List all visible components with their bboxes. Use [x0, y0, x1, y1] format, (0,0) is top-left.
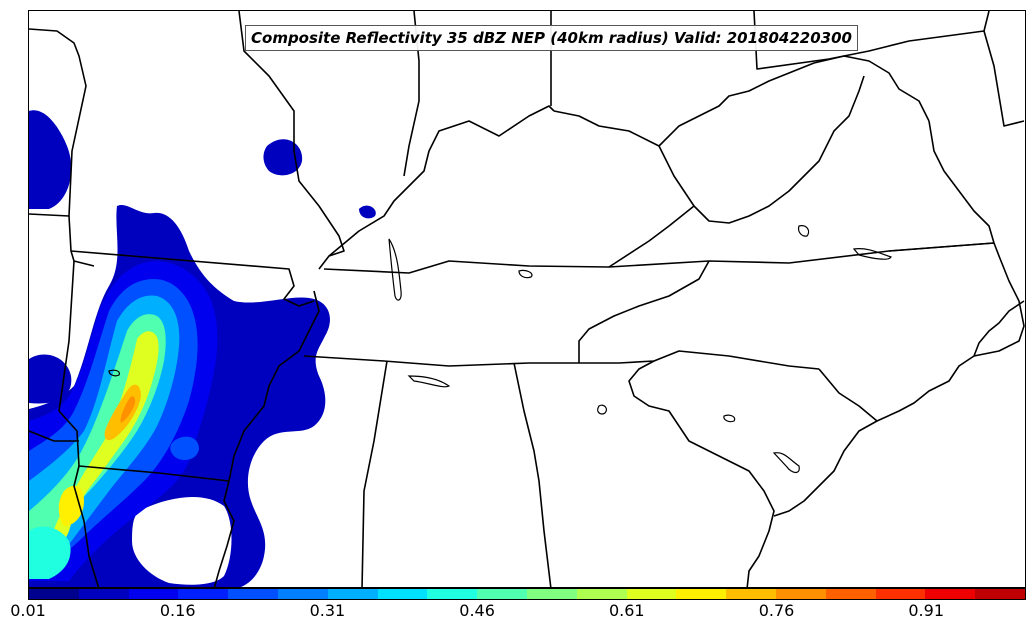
colorbar-segment [526, 589, 577, 599]
colorbar-tick-label: 0.61 [608, 601, 645, 620]
colorbar-tick-label: 0.31 [309, 601, 346, 620]
colorbar-segment [427, 589, 478, 599]
colorbar-segment [626, 589, 677, 599]
prob-area-sw-core [58, 485, 84, 526]
colorbar-segment [29, 589, 79, 599]
state-boundaries [29, 11, 1025, 587]
colorbar-segment [78, 589, 129, 599]
colorbar-segment [377, 589, 428, 599]
colorbar-segment [925, 589, 976, 599]
colorbar-tick-label: 0.91 [908, 601, 944, 620]
colorbar-segment [676, 589, 727, 599]
colorbar-segment [875, 589, 926, 599]
prob-area-sw-cyan [29, 526, 71, 579]
colorbar-segment [228, 589, 278, 599]
colorbar-segment [576, 589, 627, 599]
prob-area-missouri-west [29, 110, 72, 209]
map-title: Composite Reflectivity 35 dBZ NEP (40km … [245, 25, 858, 51]
colorbar-segment [775, 589, 826, 599]
colorbar-segment [327, 589, 378, 599]
water-features [108, 225, 892, 474]
colorbar-tick-label: 0.01 [10, 601, 46, 620]
colorbar-segment [825, 589, 876, 599]
colorbar-segment [975, 589, 1025, 599]
prob-area-main-hole [132, 496, 232, 585]
colorbar-ticks: 0.01 0.16 0.31 0.46 0.61 0.76 0.91 [0, 598, 1036, 628]
colorbar-tick-label: 0.76 [758, 601, 795, 620]
colorbar-segment [128, 589, 179, 599]
probability-field [29, 110, 376, 587]
prob-area-level8 [120, 396, 136, 423]
colorbar-segment [477, 589, 527, 599]
colorbar [28, 588, 1026, 600]
colorbar-tick-label: 0.46 [459, 601, 495, 620]
prob-area-illinois [263, 139, 303, 176]
prob-area-kentucky-west [359, 205, 376, 219]
colorbar-segment [277, 589, 328, 599]
colorbar-tick-label: 0.16 [159, 601, 196, 620]
map-frame: Composite Reflectivity 35 dBZ NEP (40km … [28, 10, 1026, 588]
colorbar-segment [178, 589, 229, 599]
prob-area-arkansas-small [29, 354, 72, 404]
probability-map [29, 11, 1025, 587]
colorbar-segment [726, 589, 776, 599]
prob-area-mississippi-spot [170, 436, 199, 461]
